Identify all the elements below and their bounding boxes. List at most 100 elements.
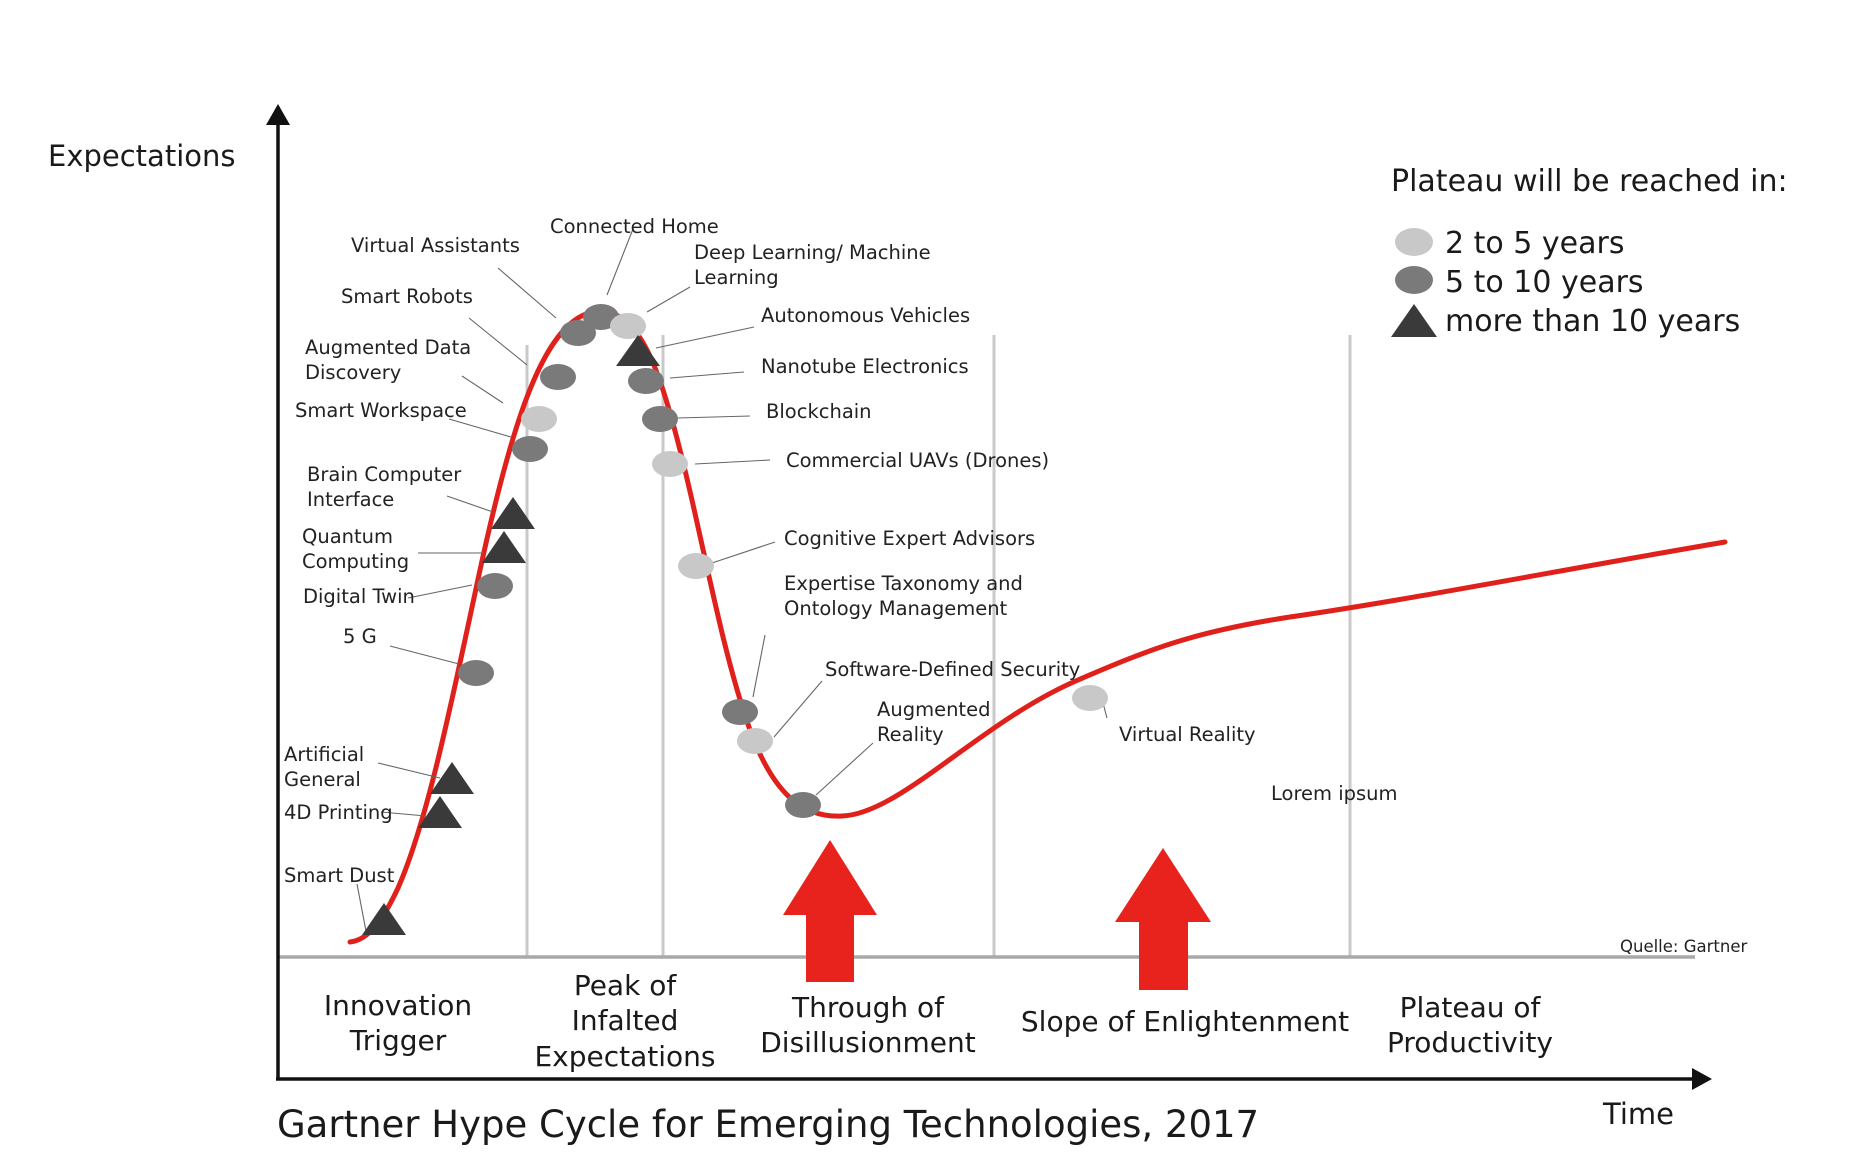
leader-smart-workspace [448, 418, 512, 438]
phase-plateau-line-2: Productivity [1387, 1026, 1553, 1059]
leader-sds [773, 680, 823, 738]
marker-agi [430, 762, 474, 794]
label-bci-line-1: Brain Computer [307, 463, 462, 486]
leader-expertise [752, 634, 766, 698]
phase-slope: Slope of Enlightenment [1021, 1005, 1349, 1038]
leader-connected-home [606, 228, 634, 296]
phase-trough-line-2: Disillusionment [760, 1026, 976, 1059]
label-smart-dust: Smart Dust [284, 864, 395, 887]
phase-peak-line-1: Peak of [574, 969, 678, 1002]
legend-title: Plateau will be reached in: [1391, 164, 1788, 199]
phase-dividers [525, 335, 1352, 957]
phase-innovation-trigger-line-1: Innovation [324, 989, 472, 1022]
label-smart-robots: Smart Robots [341, 285, 473, 308]
label-ar-line-2: Reality [877, 723, 944, 746]
label-autonomous-vehicles: Autonomous Vehicles [761, 304, 970, 327]
technology-labels: Virtual Assistants Connected Home Deep L… [284, 215, 1398, 887]
leader-lines [356, 228, 1108, 932]
y-axis-arrowhead [266, 104, 290, 125]
leader-smart-dust [356, 883, 367, 932]
label-augmented-data-line-2: Discovery [305, 361, 401, 384]
leader-augmented-data [461, 375, 504, 404]
marker-sds [737, 728, 773, 754]
label-bci-line-2: Interface [307, 488, 394, 511]
x-axis-arrowhead [1692, 1068, 1712, 1090]
label-augmented-data-line-1: Augmented Data [305, 336, 471, 359]
marker-bci [491, 497, 535, 529]
marker-ar [785, 792, 821, 818]
label-sds: Software-Defined Security [825, 658, 1080, 681]
leader-smart-robots [468, 317, 528, 366]
marker-blockchain [642, 406, 678, 432]
label-agi-line-1: Artificial [284, 743, 364, 766]
label-commercial-uavs: Commercial UAVs (Drones) [786, 449, 1049, 472]
marker-nanotube [628, 368, 664, 394]
marker-virtual-assistants [560, 320, 596, 346]
leader-digital-twin [407, 584, 473, 599]
leader-cognitive [711, 541, 776, 564]
label-vr: Virtual Reality [1119, 723, 1256, 746]
marker-quantum [482, 531, 526, 563]
marker-cognitive [678, 553, 714, 579]
label-blockchain: Blockchain [766, 400, 872, 423]
label-connected-home: Connected Home [550, 215, 719, 238]
label-expertise-line-2: Ontology Management [784, 597, 1008, 620]
legend-light-circle-icon [1395, 228, 1433, 256]
legend-item-2: 5 to 10 years [1445, 265, 1644, 300]
marker-digital-twin [477, 573, 513, 599]
x-axis-label: Time [1602, 1097, 1674, 1131]
label-quantum-line-2: Computing [302, 550, 409, 573]
marker-expertise [722, 699, 758, 725]
label-cognitive: Cognitive Expert Advisors [784, 527, 1035, 550]
marker-augmented-data [521, 406, 557, 432]
marker-4d-printing [418, 796, 462, 828]
leader-bci [446, 495, 494, 513]
leader-nanotube [669, 371, 745, 379]
source-note: Quelle: Gartner [1620, 937, 1747, 956]
marker-connected-home [583, 304, 619, 330]
leader-virtual-assistants [497, 267, 557, 319]
label-4d-printing: 4D Printing [284, 801, 393, 824]
marker-vr [1072, 685, 1108, 711]
leader-ar [815, 742, 874, 796]
label-agi-line-2: General [284, 768, 361, 791]
legend-triangle-icon [1391, 304, 1437, 337]
leader-agi [377, 762, 441, 779]
legend-dark-circle-icon [1395, 266, 1433, 294]
legend-item-1: 2 to 5 years [1445, 226, 1624, 261]
phase-innovation-trigger-line-2: Trigger [349, 1024, 447, 1057]
phase-peak-line-2: Infalted [572, 1004, 679, 1037]
label-lorem: Lorem ipsum [1271, 782, 1398, 805]
marker-smart-dust [362, 903, 406, 935]
label-deep-learning-line-2: Learning [694, 266, 779, 289]
leader-deep-learning [646, 286, 691, 313]
label-quantum-line-1: Quantum [302, 525, 393, 548]
marker-smart-workspace [512, 436, 548, 462]
label-ar-line-1: Augmented [877, 698, 990, 721]
label-digital-twin: Digital Twin [303, 585, 415, 608]
label-5g: 5 G [343, 625, 377, 648]
marker-deep-learning [610, 313, 646, 339]
marker-smart-robots [540, 364, 576, 390]
axes [266, 104, 1712, 1090]
marker-autonomous-vehicles [616, 335, 660, 366]
leader-4d-printing [380, 811, 427, 817]
y-axis-label: Expectations [48, 139, 235, 173]
label-deep-learning-line-1: Deep Learning/ Machine [694, 241, 931, 264]
slope-up-arrow [1115, 848, 1211, 990]
label-smart-workspace: Smart Workspace [295, 399, 467, 422]
leader-autonomous-vehicles [655, 326, 755, 349]
label-expertise-line-1: Expertise Taxonomy and [784, 572, 1023, 595]
hype-curve [347, 309, 1728, 945]
leader-5g [389, 645, 460, 665]
leader-blockchain [677, 415, 751, 419]
marker-commercial-uavs [652, 451, 688, 477]
diagram-title: Gartner Hype Cycle for Emerging Technolo… [277, 1103, 1259, 1146]
technology-markers [362, 304, 1108, 935]
legend-item-3: more than 10 years [1445, 304, 1740, 339]
phase-labels: Innovation Trigger Peak of Infalted Expe… [324, 969, 1553, 1073]
phase-trough-line-1: Through of [791, 991, 945, 1024]
label-nanotube: Nanotube Electronics [761, 355, 969, 378]
marker-5g [458, 660, 494, 686]
